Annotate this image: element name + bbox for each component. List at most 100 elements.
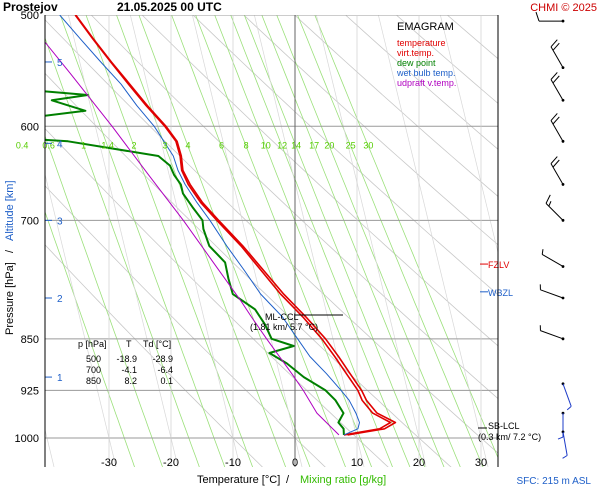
mixing-ratio-label: 30 (363, 140, 373, 150)
wind-barb-feather (552, 42, 560, 51)
wind-barb (541, 249, 565, 268)
x-axis-title-temperature: Temperature [°C] (197, 474, 280, 486)
wind-barb (550, 39, 565, 69)
table-header-t: T (126, 339, 132, 349)
dry-adiabat (497, 15, 498, 16)
mixing-ratio-line (85, 15, 254, 467)
dry-adiabat (90, 15, 498, 400)
mixing-ratio-line (230, 15, 411, 467)
y-axis-title-pressure: Pressure [hPa] (4, 262, 16, 335)
wind-barb-feather (562, 455, 568, 459)
level-markers: FZLV WBZL (480, 260, 513, 298)
legend-item-wet-bulb: wet bulb temp. (396, 68, 456, 78)
legend-item-updraft: udpraft v.temp. (397, 78, 456, 88)
wind-barb-shaft (540, 330, 564, 340)
isotherm (254, 15, 365, 467)
pressure-tick-label: 500 (21, 10, 39, 22)
wind-barb-feather (552, 159, 560, 168)
y-axis-title-altitude: Altitude [km] (4, 180, 16, 241)
isotherm (45, 172, 117, 467)
wind-barb-feather (541, 249, 544, 255)
pressure-tick-label: 600 (21, 121, 39, 133)
series-wet-bulb-temp (59, 15, 360, 436)
mixing-ratio-label: 14 (291, 140, 301, 150)
dry-adiabat (141, 15, 498, 347)
x-tick-label: -20 (163, 457, 179, 469)
wind-barb-shaft (550, 79, 564, 101)
mixing-ratio-label: 0.4 (16, 140, 29, 150)
mixing-ratio-label: 0.6 (42, 140, 55, 150)
wind-barb (535, 11, 565, 23)
y-axis-title: Pressure [hPa] / Altitude [km] (4, 180, 16, 335)
x-axis-title-separator: / (286, 474, 290, 486)
isotherm (130, 15, 241, 467)
altitude-tick-label: 5 (57, 58, 63, 69)
level-marker-label: WBZL (488, 288, 513, 298)
mixing-ratio-line (45, 210, 135, 467)
isotherm (564, 15, 600, 467)
mixing-ratio-label: 6 (219, 140, 224, 150)
dry-adiabat (344, 15, 498, 150)
x-axis-title-mixing: Mixing ratio [g/kg] (300, 474, 386, 486)
pressure-tick-label: 1000 (15, 433, 39, 445)
table-header-p: p [hPa] (78, 339, 107, 349)
series-dew-point (45, 90, 345, 435)
mixing-ratio-line (138, 15, 311, 467)
axis-ticks: 0.4 0.6 1 1.4 2 3 4 6 8 10 12 14 17 20 25 3050060070085… (15, 10, 488, 469)
wind-barb (550, 72, 565, 102)
wind-barb-feather (550, 72, 558, 80)
mixing-ratio-line (261, 15, 445, 467)
mixing-ratio-label: 4 (186, 140, 191, 150)
legend-item-dew-point: dew point (397, 58, 436, 68)
pressure-tick-label: 700 (21, 215, 39, 227)
wind-barb (539, 284, 565, 300)
altitude-tick-label: 2 (57, 294, 63, 305)
wind-barb-feather (535, 11, 540, 22)
mixing-ratio-line (314, 15, 498, 459)
table-cell: 0.1 (160, 376, 173, 386)
x-tick-label: 10 (351, 457, 363, 469)
y-axis-title-separator: / (4, 249, 16, 253)
x-tick-label: 30 (475, 457, 487, 469)
wind-barb-feather (548, 201, 552, 207)
mixing-ratio-line (45, 36, 200, 467)
dry-adiabat (45, 19, 498, 454)
x-tick-label: 20 (413, 457, 425, 469)
level-marker-label: FZLV (488, 260, 509, 270)
series-layer (45, 15, 397, 436)
mixing-ratio-line (116, 15, 287, 467)
table-cell: -4.1 (121, 365, 137, 375)
station-title: Prostejov (3, 0, 58, 14)
wind-barb-feather (566, 405, 572, 411)
dry-adiabat (519, 0, 600, 468)
mixing-ratio-label: 1 (81, 140, 86, 150)
table-cell: 8.2 (124, 376, 137, 386)
surface-altitude-label: SFC: 215 m ASL (517, 476, 592, 487)
wind-barb (550, 113, 565, 143)
mixing-ratio-label: 3 (163, 140, 168, 150)
table-cell: 700 (86, 365, 101, 375)
wind-barb (539, 325, 565, 341)
mixing-ratio-label: 2 (131, 140, 136, 150)
dry-adiabat (243, 15, 498, 246)
ml-ccl-label: ML-CCL (265, 312, 299, 322)
wind-barb-feather (550, 156, 558, 164)
wind-barb-shaft (540, 289, 564, 299)
wind-barb-feather (550, 39, 558, 48)
dry-adiabat (45, 244, 263, 467)
dry-adiabat (395, 15, 498, 104)
dry-adiabat (45, 72, 452, 467)
mixing-ratio-label: 1.4 (101, 140, 114, 150)
table-cell: -18.9 (116, 354, 137, 364)
mixing-ratio-label: 17 (309, 140, 319, 150)
pressure-tick-label: 850 (21, 334, 39, 346)
isotherm (440, 15, 498, 255)
isotherm (68, 15, 179, 467)
isotherm (378, 15, 489, 467)
wind-barb-shaft (541, 254, 564, 267)
wind-barb-feather (545, 194, 551, 204)
dry-adiabat (294, 15, 498, 197)
mixing-ratio-line (171, 15, 346, 467)
wind-barb-feather (557, 436, 564, 440)
